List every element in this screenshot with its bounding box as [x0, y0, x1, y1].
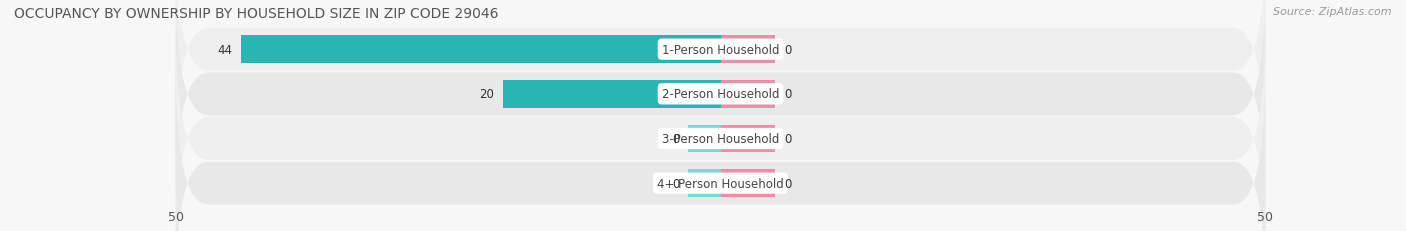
- Text: 0: 0: [672, 132, 679, 145]
- Bar: [688, 125, 721, 153]
- FancyBboxPatch shape: [176, 0, 1265, 162]
- Text: 0: 0: [783, 132, 792, 145]
- Bar: [242, 36, 721, 64]
- Text: 0: 0: [783, 177, 792, 190]
- Text: 1-Person Household: 1-Person Household: [662, 43, 779, 56]
- Text: 44: 44: [218, 43, 232, 56]
- Text: 4+ Person Household: 4+ Person Household: [657, 177, 785, 190]
- Text: 2-Person Household: 2-Person Household: [662, 88, 779, 101]
- Text: 20: 20: [479, 88, 494, 101]
- Text: 0: 0: [783, 43, 792, 56]
- Bar: [688, 170, 721, 197]
- Bar: [721, 81, 775, 108]
- Bar: [721, 125, 775, 153]
- FancyBboxPatch shape: [176, 0, 1265, 207]
- Text: OCCUPANCY BY OWNERSHIP BY HOUSEHOLD SIZE IN ZIP CODE 29046: OCCUPANCY BY OWNERSHIP BY HOUSEHOLD SIZE…: [14, 7, 499, 21]
- Bar: [721, 36, 775, 64]
- FancyBboxPatch shape: [176, 27, 1265, 231]
- Text: 0: 0: [672, 177, 679, 190]
- Text: 3-Person Household: 3-Person Household: [662, 132, 779, 145]
- Text: Source: ZipAtlas.com: Source: ZipAtlas.com: [1274, 7, 1392, 17]
- Bar: [503, 81, 721, 108]
- Bar: [721, 170, 775, 197]
- FancyBboxPatch shape: [176, 71, 1265, 231]
- Text: 0: 0: [783, 88, 792, 101]
